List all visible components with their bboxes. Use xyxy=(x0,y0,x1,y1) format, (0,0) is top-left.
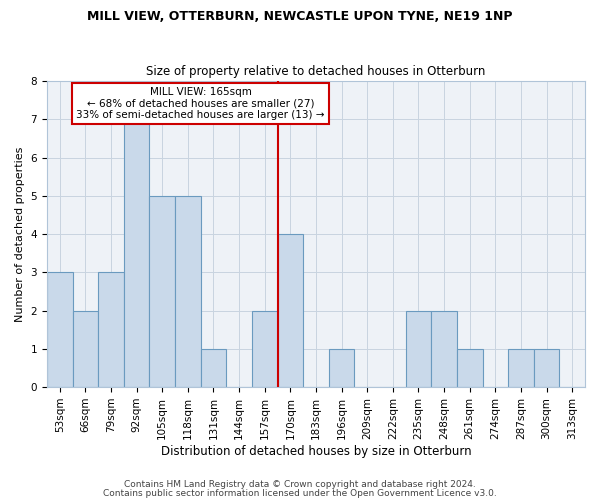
Bar xyxy=(252,310,278,387)
Text: MILL VIEW, OTTERBURN, NEWCASTLE UPON TYNE, NE19 1NP: MILL VIEW, OTTERBURN, NEWCASTLE UPON TYN… xyxy=(87,10,513,23)
Bar xyxy=(508,349,534,387)
Bar xyxy=(175,196,200,387)
Title: Size of property relative to detached houses in Otterburn: Size of property relative to detached ho… xyxy=(146,66,485,78)
Bar xyxy=(329,349,355,387)
Bar xyxy=(149,196,175,387)
Bar xyxy=(98,272,124,387)
Bar xyxy=(534,349,559,387)
Bar xyxy=(200,349,226,387)
Bar xyxy=(278,234,303,387)
Text: Contains HM Land Registry data © Crown copyright and database right 2024.: Contains HM Land Registry data © Crown c… xyxy=(124,480,476,489)
Bar xyxy=(457,349,482,387)
Text: Contains public sector information licensed under the Open Government Licence v3: Contains public sector information licen… xyxy=(103,488,497,498)
Text: MILL VIEW: 165sqm
← 68% of detached houses are smaller (27)
33% of semi-detached: MILL VIEW: 165sqm ← 68% of detached hous… xyxy=(76,87,325,120)
Y-axis label: Number of detached properties: Number of detached properties xyxy=(15,146,25,322)
Bar xyxy=(124,120,149,387)
Bar xyxy=(431,310,457,387)
Bar xyxy=(406,310,431,387)
Bar xyxy=(47,272,73,387)
X-axis label: Distribution of detached houses by size in Otterburn: Distribution of detached houses by size … xyxy=(161,444,471,458)
Bar xyxy=(73,310,98,387)
